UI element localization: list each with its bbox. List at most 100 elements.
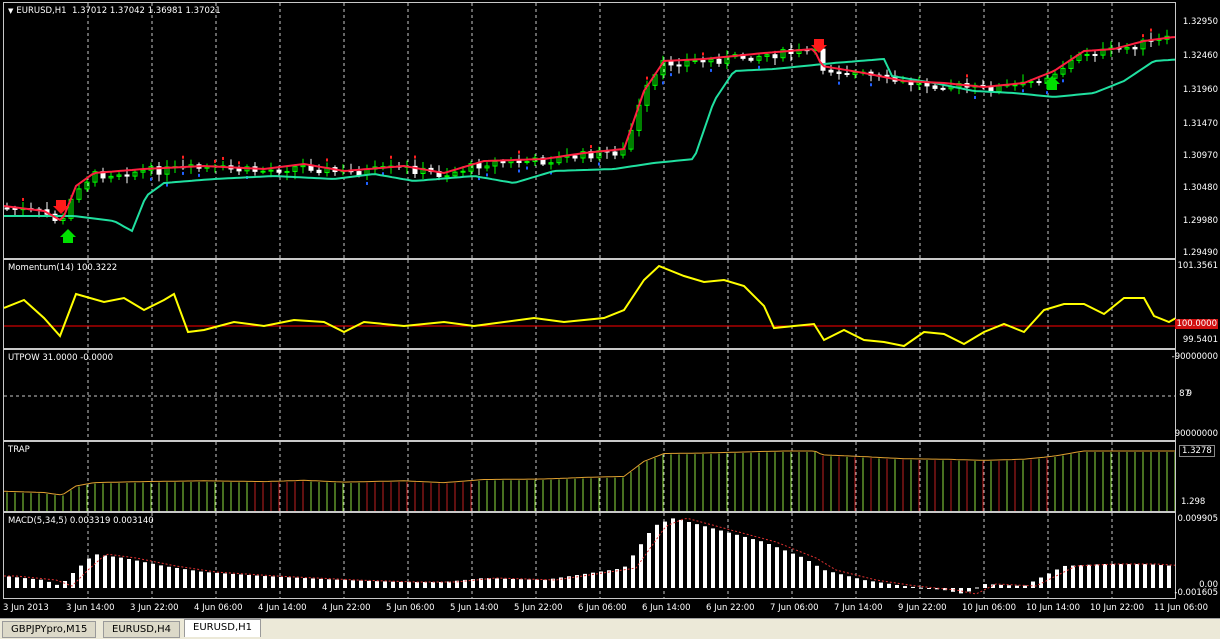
macd-histogram-bar <box>583 573 587 588</box>
macd-canvas <box>4 513 1175 598</box>
macd-histogram-bar <box>439 582 443 588</box>
trap-pane[interactable]: TRAP <box>3 441 1176 512</box>
macd-histogram-bar <box>223 573 227 588</box>
fractal-up-marker <box>1142 34 1144 38</box>
macd-label: MACD(5,34,5) 0.003319 0.003140 <box>8 516 154 526</box>
candle-body <box>580 151 586 159</box>
candle-body <box>1060 67 1066 75</box>
tab-eurusd-h1[interactable]: EURUSD,H1 <box>184 619 262 637</box>
macd-histogram-bar <box>975 587 979 589</box>
fractal-up-marker <box>22 197 24 201</box>
macd-histogram-bar <box>375 581 379 588</box>
candle-body <box>700 60 706 63</box>
macd-histogram-bar <box>1159 565 1163 588</box>
fractal-down-marker <box>758 65 760 69</box>
macd-histogram-bar <box>1103 564 1107 588</box>
macd-histogram-bar <box>455 580 459 588</box>
buy-arrow-icon <box>1044 76 1060 90</box>
macd-histogram-bar <box>447 581 451 588</box>
macd-histogram-bar <box>271 576 275 588</box>
tab-gbpjpy-m15[interactable]: GBPJPYpro,M15 <box>2 621 97 638</box>
candle-body <box>524 160 530 164</box>
macd-bottom-value: -0.001605 <box>1174 588 1218 598</box>
macd-histogram-bar <box>343 580 347 588</box>
macd-histogram-bar <box>1135 564 1139 588</box>
time-tick: 3 Jun 2013 <box>3 603 49 613</box>
fractal-down-marker <box>486 173 488 177</box>
candle-body <box>412 165 418 174</box>
dropdown-arrow-icon[interactable]: ▼ <box>8 7 14 15</box>
macd-histogram-bar <box>1031 581 1035 588</box>
macd-histogram-bar <box>967 588 971 592</box>
utpow-top-value: -90000000 <box>1171 352 1218 362</box>
trap-axis: 1.3278 1.298 <box>1177 441 1220 512</box>
candle-body <box>764 54 770 57</box>
macd-histogram-bar <box>143 562 147 588</box>
macd-histogram-bar <box>1143 564 1147 588</box>
time-tick: 10 Jun 06:00 <box>962 603 1016 613</box>
candle-body <box>84 181 90 190</box>
macd-histogram-bar <box>815 565 819 588</box>
macd-histogram-bar <box>559 577 563 588</box>
macd-histogram-bar <box>911 586 915 588</box>
macd-histogram-bar <box>1087 564 1091 588</box>
macd-histogram-bar <box>751 539 755 588</box>
time-tick: 5 Jun 06:00 <box>386 603 435 613</box>
candle-body <box>156 166 162 175</box>
fractal-down-marker <box>974 95 976 99</box>
macd-histogram-bar <box>1119 564 1123 588</box>
macd-histogram-bar <box>47 581 51 588</box>
fractal-up-marker <box>214 159 216 163</box>
macd-histogram-bar <box>503 578 507 588</box>
macd-histogram-bar <box>599 571 603 588</box>
macd-histogram-bar <box>695 524 699 588</box>
fractal-up-marker <box>238 161 240 165</box>
macd-histogram-bar <box>79 565 83 588</box>
price-chart-pane[interactable]: ▼ EURUSD,H1 1.37012 1.37042 1.36981 1.370… <box>3 2 1176 259</box>
candle-body <box>1092 53 1098 56</box>
tab-eurusd-h4[interactable]: EURUSD,H4 <box>103 621 181 638</box>
macd-histogram-bar <box>927 588 931 589</box>
price-tick: 1.32950 <box>1182 17 1218 27</box>
macd-pane[interactable]: MACD(5,34,5) 0.003319 0.003140 <box>3 512 1176 599</box>
macd-histogram-bar <box>431 582 435 588</box>
macd-histogram-bar <box>151 563 155 588</box>
momentum-pane[interactable]: Momentum(14) 100.3222 <box>3 259 1176 349</box>
time-tick: 7 Jun 06:00 <box>770 603 819 613</box>
candle-body <box>92 171 98 183</box>
macd-histogram-bar <box>703 526 707 588</box>
candle-body <box>612 151 618 156</box>
macd-histogram-bar <box>527 579 531 588</box>
macd-histogram-bar <box>719 530 723 588</box>
fractal-down-marker <box>1046 91 1048 95</box>
macd-histogram-bar <box>487 578 491 588</box>
utpow-pane[interactable]: UTPOW 31.0000 -0.0000 <box>3 349 1176 441</box>
trap-bottom-value: 1.298 <box>1181 497 1206 507</box>
candle-body <box>124 174 130 177</box>
macd-signal-line <box>4 517 1175 595</box>
macd-histogram-bar <box>767 544 771 588</box>
macd-histogram-bar <box>791 553 795 588</box>
macd-histogram-bar <box>687 522 691 588</box>
time-tick: 6 Jun 14:00 <box>642 603 691 613</box>
macd-histogram-bar <box>655 524 659 588</box>
fractal-down-marker <box>670 73 672 77</box>
macd-histogram-bar <box>495 578 499 588</box>
chart-window[interactable]: ▼ EURUSD,H1 1.37012 1.37042 1.36981 1.370… <box>0 0 1220 618</box>
candle-body <box>716 58 722 64</box>
macd-histogram-bar <box>807 561 811 588</box>
macd-histogram-bar <box>943 588 947 591</box>
fractal-down-marker <box>150 177 152 181</box>
sell-arrow-icon <box>811 39 827 53</box>
macd-histogram-bar <box>615 569 619 588</box>
macd-histogram-bar <box>231 573 235 588</box>
macd-histogram-bar <box>847 576 851 588</box>
time-tick: 9 Jun 22:00 <box>898 603 947 613</box>
macd-histogram-bar <box>839 574 843 588</box>
time-tick: 6 Jun 06:00 <box>578 603 627 613</box>
fractal-down-marker <box>710 68 712 72</box>
fractal-up-marker <box>414 155 416 159</box>
candle-body <box>356 171 362 176</box>
fractal-down-marker <box>526 166 528 170</box>
momentum-axis: 101.3561 100.0000 99.5401 <box>1175 259 1220 349</box>
